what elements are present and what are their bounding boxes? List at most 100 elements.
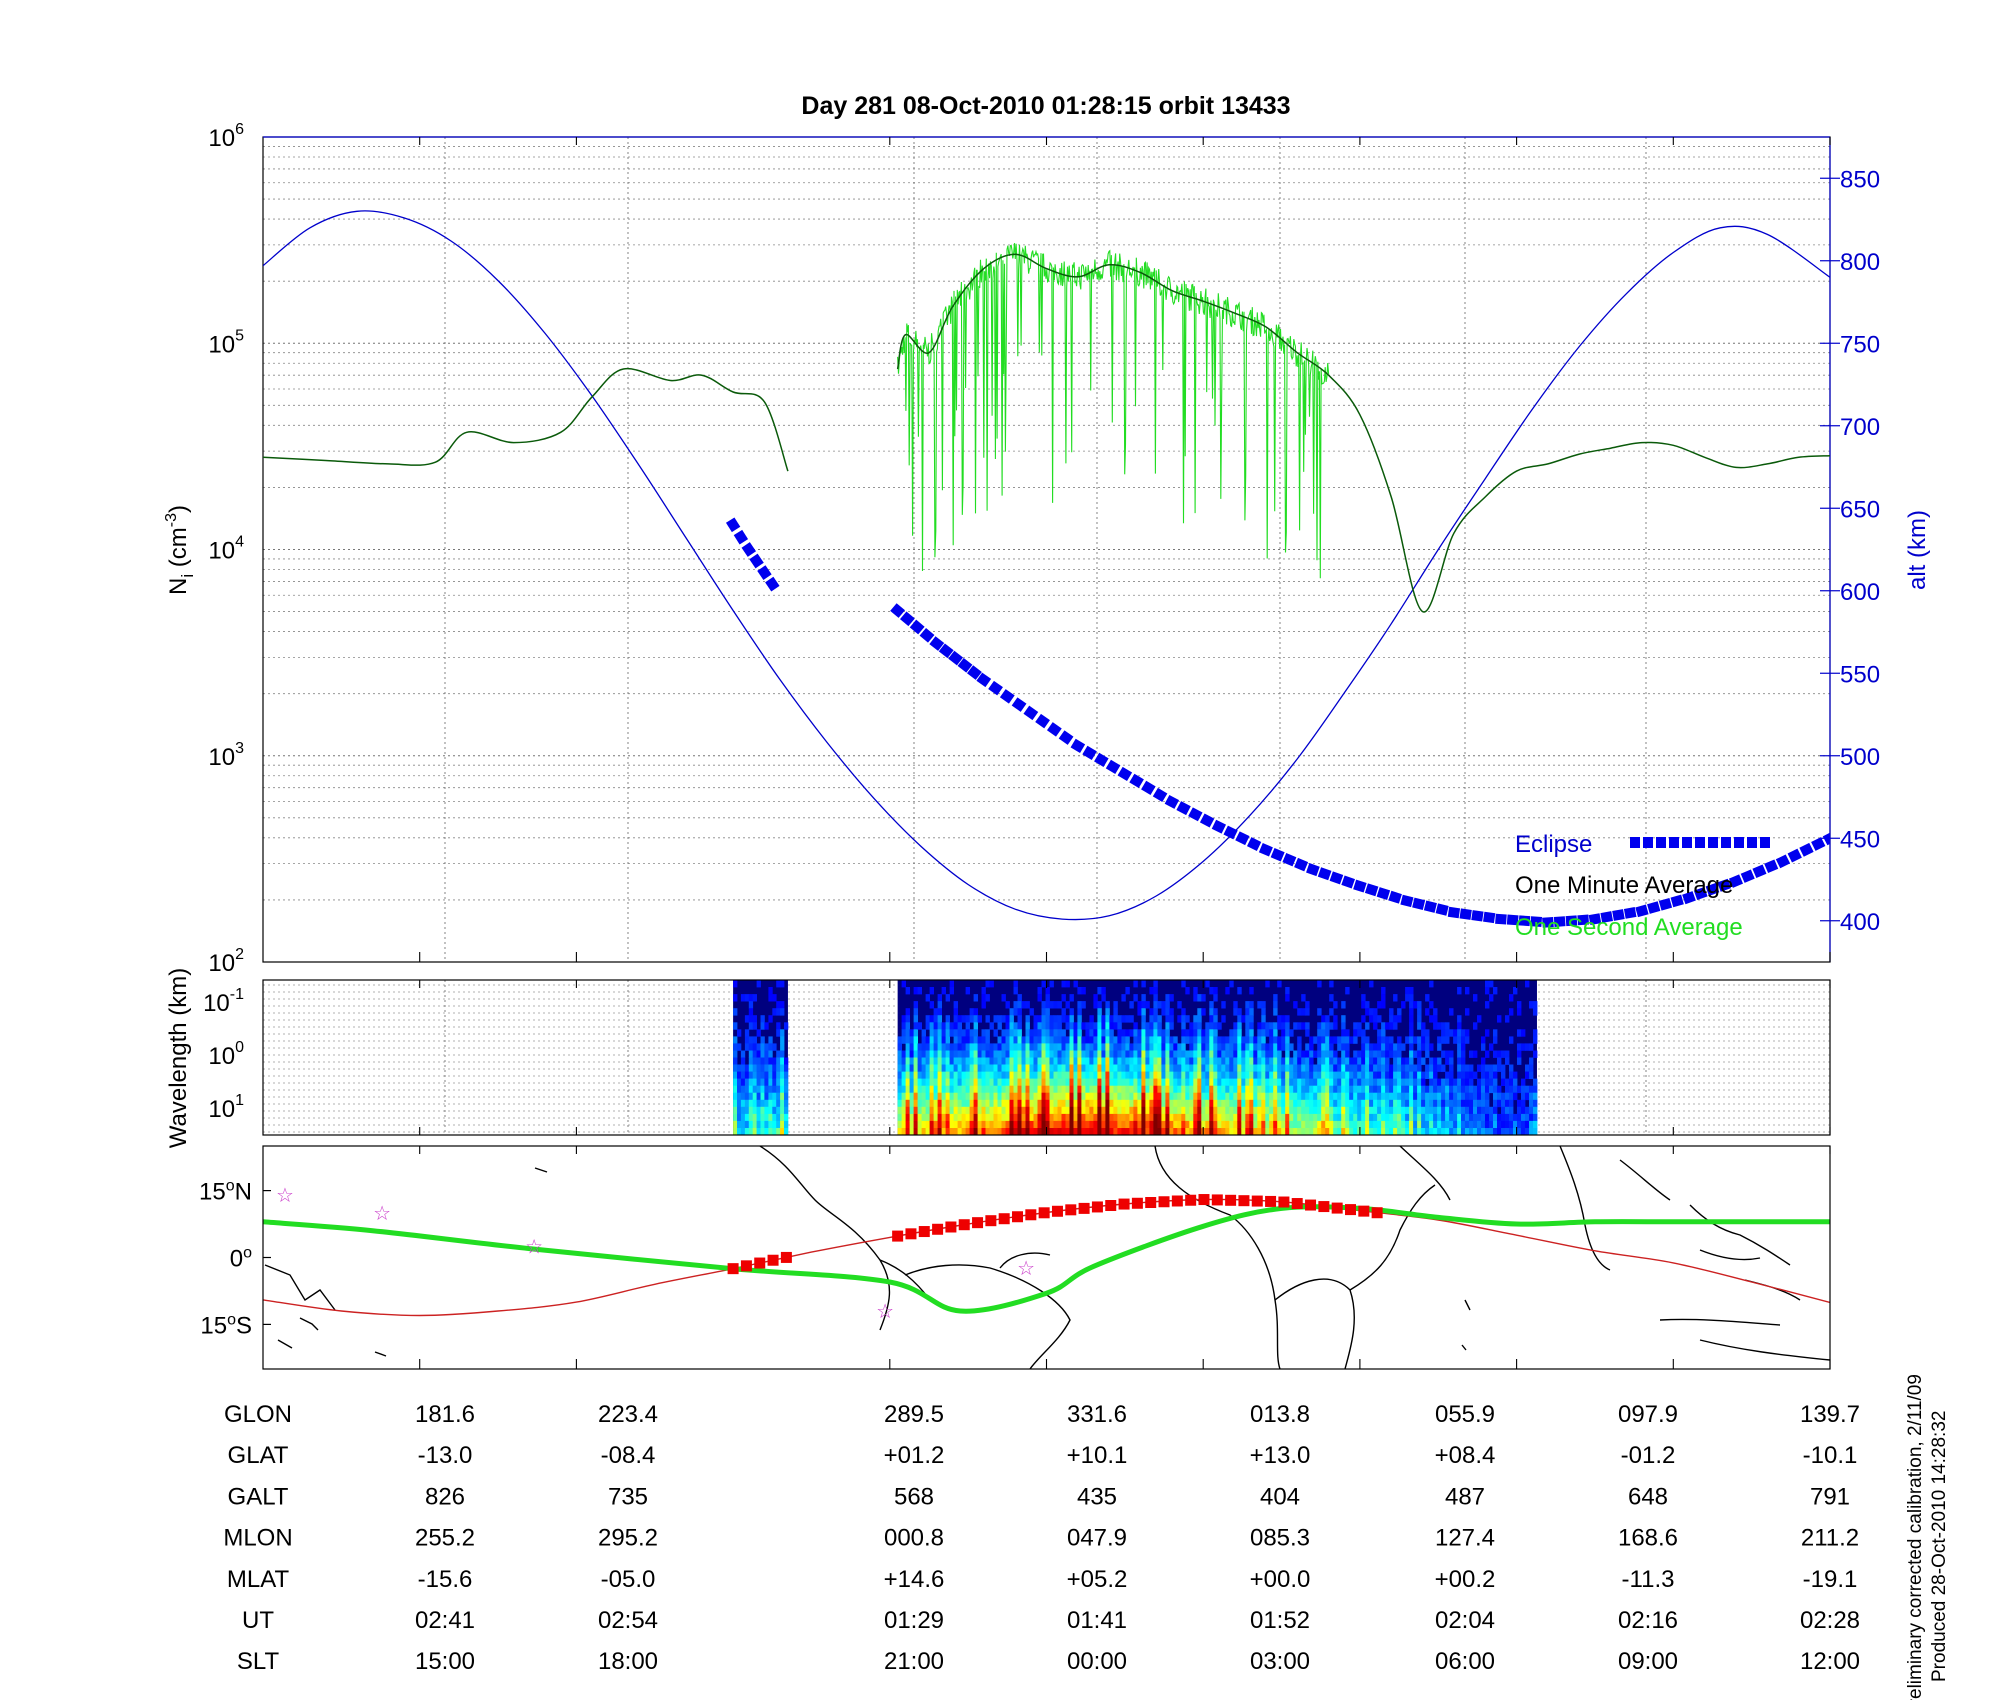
spectrogram-cell xyxy=(1453,1085,1458,1094)
spectrogram-cell xyxy=(780,1050,785,1058)
spectrogram-cell xyxy=(1269,1099,1274,1108)
spectrogram-cell xyxy=(1257,1092,1262,1101)
spectrogram-cell xyxy=(921,1099,926,1108)
table-cell: 289.5 xyxy=(884,1401,944,1428)
spectrogram-cell xyxy=(1217,1071,1222,1079)
spectrogram-cell xyxy=(1341,1015,1346,1023)
spectrogram-cell xyxy=(1409,1057,1414,1065)
star-icon: ☆ xyxy=(276,1183,294,1207)
spectrogram-cell xyxy=(973,1120,978,1129)
density-tick-label: 104 xyxy=(208,534,244,565)
spectrogram-cell xyxy=(1073,1106,1078,1115)
spectrogram-cell xyxy=(1149,1015,1154,1023)
spectrogram-cell xyxy=(909,1113,914,1122)
spectrogram-cell xyxy=(1125,1057,1130,1065)
spectrogram-cell xyxy=(1153,1106,1158,1115)
spectrogram-cell xyxy=(1213,1099,1218,1108)
spectrogram-cell xyxy=(1017,1064,1022,1072)
spectrogram-cell xyxy=(1461,1085,1466,1094)
spectrogram-cell xyxy=(1005,1036,1010,1044)
spectrogram-cell xyxy=(1121,994,1126,1002)
coastline xyxy=(534,1167,548,1173)
lat-value: 0 xyxy=(230,1246,243,1273)
spectrogram-cell xyxy=(1173,1120,1178,1129)
spectrogram-cell xyxy=(957,1064,962,1072)
spectrogram-cell xyxy=(1137,1057,1142,1065)
spectrogram-cell xyxy=(1385,1085,1390,1094)
table-cell: 01:29 xyxy=(884,1607,944,1634)
spectrogram-cell xyxy=(756,1043,761,1051)
spectrogram-cell xyxy=(985,1015,990,1023)
spectrogram-cell xyxy=(1385,1078,1390,1086)
spectrogram-cell xyxy=(1157,1064,1162,1072)
spectrogram-cell xyxy=(1277,1057,1282,1065)
spectrogram-cell xyxy=(1365,1099,1370,1108)
spectrogram-cell xyxy=(1533,1036,1538,1044)
spectrogram-cell xyxy=(1157,1113,1162,1122)
spectrogram-cell xyxy=(997,1128,1002,1135)
spectrogram-cell xyxy=(1217,1120,1222,1129)
table-row-label: GLON xyxy=(224,1401,292,1428)
altitude-tick-label: 600 xyxy=(1840,579,1880,606)
spectrogram-cell xyxy=(1217,1106,1222,1115)
spectrogram-cell xyxy=(1125,1099,1130,1108)
spectrogram-cell xyxy=(1329,994,1334,1002)
spectrogram-cell xyxy=(993,1106,998,1115)
spectrogram-cell xyxy=(737,1092,742,1101)
density-grid xyxy=(263,137,1830,962)
spectrogram-cell xyxy=(1353,1078,1358,1086)
spectrogram-cell xyxy=(1217,1043,1222,1051)
spectrogram-cell xyxy=(1253,1106,1258,1115)
spectrogram-cell xyxy=(1201,1036,1206,1044)
spectrogram-cell xyxy=(961,1106,966,1115)
spectrogram-cell xyxy=(1057,1120,1062,1129)
spectrogram-cell xyxy=(1277,980,1282,988)
spectrogram-cell xyxy=(1277,1106,1282,1115)
spectrogram-cell xyxy=(1133,980,1138,988)
spectrogram-cell xyxy=(1013,1029,1018,1037)
eclipse-marker xyxy=(1542,917,1554,928)
spectrogram-cell xyxy=(1509,1092,1514,1101)
spectrogram-cell xyxy=(993,1064,998,1072)
spectrogram-cell xyxy=(925,1036,930,1044)
spectrogram-cell xyxy=(784,1092,789,1101)
spectrogram-cell xyxy=(1233,1064,1238,1072)
spectrogram-cell xyxy=(1113,1078,1118,1086)
spectrogram-cell xyxy=(1029,1064,1034,1072)
spectrogram-cell xyxy=(1437,1043,1442,1051)
spectrogram-cell xyxy=(989,1106,994,1115)
spectrogram-cell xyxy=(1449,1113,1454,1122)
spectrogram-cell xyxy=(957,1085,962,1094)
spectrogram-cell xyxy=(1041,1001,1046,1009)
coastline xyxy=(1689,1204,1791,1266)
spectrogram-cell xyxy=(925,1099,930,1108)
spectrogram-cell xyxy=(1469,1064,1474,1072)
coastline xyxy=(1464,1299,1471,1311)
spectrogram-cell xyxy=(1073,1036,1078,1044)
spectrogram-cell xyxy=(1061,980,1066,988)
spectrogram-cell xyxy=(1157,1036,1162,1044)
spectrogram-cell xyxy=(1381,1043,1386,1051)
eclipse-marker xyxy=(929,636,945,651)
spectrogram-cell xyxy=(1101,1128,1106,1135)
spectrogram-cell xyxy=(1269,1085,1274,1094)
spectrogram-cell xyxy=(1425,994,1430,1002)
spectrogram-cell xyxy=(1349,1099,1354,1108)
spectrogram-cell xyxy=(1305,1022,1310,1030)
spectrogram-cell xyxy=(1193,1099,1198,1108)
spectrogram-cell xyxy=(993,1078,998,1086)
spectrogram-cell xyxy=(1433,1113,1438,1122)
spectrogram-cell xyxy=(764,1078,769,1086)
spectrogram-cell xyxy=(1153,1099,1158,1108)
spectrogram-cell xyxy=(1057,1085,1062,1094)
spectrogram-cell xyxy=(965,1022,970,1030)
spectrogram-cell xyxy=(1365,1092,1370,1101)
spectrogram-cell xyxy=(1489,1113,1494,1122)
spectrogram-cell xyxy=(1097,1043,1102,1051)
spectrogram-cell xyxy=(1121,1120,1126,1129)
spectrogram-cell xyxy=(1301,1057,1306,1065)
spectrogram-cell xyxy=(1277,1113,1282,1122)
spectrogram-cell xyxy=(752,1036,757,1044)
spectrogram-cell xyxy=(1105,1071,1110,1079)
